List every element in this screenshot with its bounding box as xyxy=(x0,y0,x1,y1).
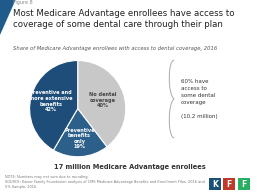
Text: 17 million Medicare Advantage enrollees: 17 million Medicare Advantage enrollees xyxy=(54,164,205,170)
Wedge shape xyxy=(53,109,107,157)
Text: Preventive and
more extensive
benefits
42%: Preventive and more extensive benefits 4… xyxy=(29,90,73,112)
Text: F: F xyxy=(241,180,246,189)
FancyBboxPatch shape xyxy=(209,178,221,190)
Wedge shape xyxy=(30,61,78,150)
Text: K: K xyxy=(212,180,218,189)
Text: Figure 8: Figure 8 xyxy=(13,0,33,5)
Wedge shape xyxy=(78,61,126,147)
Text: 60% have
access to
some dental
coverage

(10.2 million): 60% have access to some dental coverage … xyxy=(181,79,217,119)
Text: F: F xyxy=(227,180,232,189)
Text: Most Medicare Advantage enrollees have access to
coverage of some dental care th: Most Medicare Advantage enrollees have a… xyxy=(13,9,234,29)
Text: Share of Medicare Advantage enrollees with access to dental coverage, 2016: Share of Medicare Advantage enrollees wi… xyxy=(13,46,217,51)
Text: Preventive
benefits
only
19%: Preventive benefits only 19% xyxy=(64,127,95,149)
FancyBboxPatch shape xyxy=(238,178,250,190)
Polygon shape xyxy=(0,0,16,35)
FancyBboxPatch shape xyxy=(223,178,235,190)
Text: No dental
coverage
40%: No dental coverage 40% xyxy=(89,92,117,108)
Text: NOTE: Numbers may not sum due to rounding.
SOURCE: Kaiser Family Foundation anal: NOTE: Numbers may not sum due to roundin… xyxy=(5,175,205,189)
